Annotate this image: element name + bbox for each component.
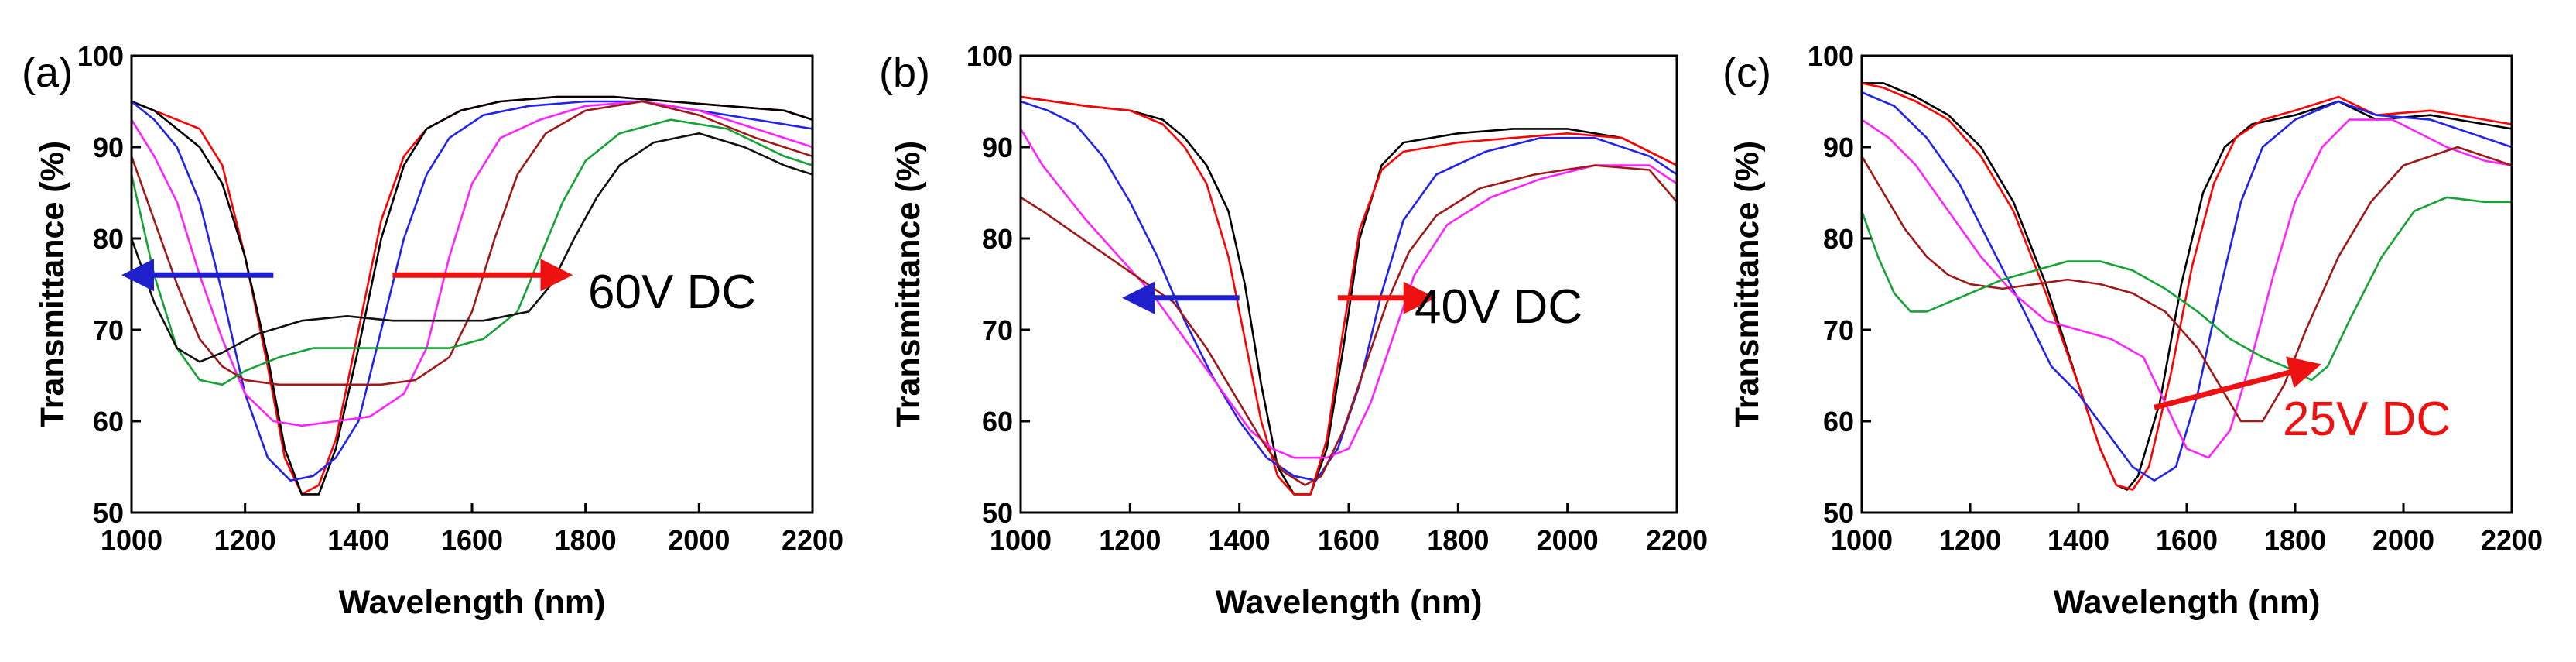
y-tick-label: 90	[982, 132, 1013, 163]
series-line-2	[1019, 95, 1678, 496]
series-line-7	[130, 132, 814, 363]
y-tick-label: 70	[1823, 314, 1854, 346]
y-axis-label: Transmittance (%)	[890, 141, 927, 427]
x-tick-label: 1400	[2047, 524, 2109, 556]
panel-label: (c)	[1722, 50, 1771, 96]
x-tick-label: 2000	[2372, 524, 2434, 556]
y-tick-label: 50	[982, 497, 1013, 529]
series-line-1	[1860, 82, 2513, 491]
y-tick-label: 60	[1823, 406, 1854, 437]
voltage-annotation: 25V DC	[2283, 393, 2451, 446]
voltage-annotation: 60V DC	[588, 266, 756, 319]
series-line-5	[1019, 164, 1678, 486]
panel-label: (b)	[879, 50, 930, 96]
y-tick-label: 70	[982, 314, 1013, 346]
y-axis-label: Transmittance (%)	[34, 141, 71, 427]
series-line-2	[1860, 82, 2513, 491]
series-line-3	[130, 100, 814, 482]
series-line-4	[1019, 128, 1678, 459]
panel-a: (a) Transmittance (%) Wavelength (nm) 10…	[22, 40, 843, 621]
x-tick-label: 2200	[782, 524, 843, 556]
y-tick-label: 100	[77, 40, 124, 72]
series-line-6	[1860, 196, 2513, 382]
x-tick-label: 1000	[101, 524, 162, 556]
x-axis-label: Wavelength (nm)	[2054, 584, 2321, 621]
series-line-5	[1860, 146, 2513, 423]
x-tick-label: 1600	[2156, 524, 2218, 556]
y-tick-label: 60	[93, 406, 124, 437]
y-tick-label: 50	[1823, 497, 1854, 529]
y-tick-label: 90	[1823, 132, 1854, 163]
x-tick-label: 2200	[2481, 524, 2543, 556]
series-line-5	[130, 100, 814, 386]
series-line-4	[1860, 118, 2513, 459]
panel-label: (a)	[22, 50, 73, 96]
ticks-layer: 1000 1200 1400 1600 1800 2000 2200 50 60 70 80 90 10…	[1808, 40, 2543, 556]
x-tick-label: 1800	[1427, 524, 1489, 556]
x-tick-label: 1200	[214, 524, 276, 556]
ticks-layer: 1000 1200 1400 1600 1800 2000 2200 50 60 70 80 90 10…	[966, 40, 1708, 556]
x-tick-label: 1000	[990, 524, 1052, 556]
y-tick-label: 100	[1808, 40, 1854, 72]
series-line-4	[130, 100, 814, 427]
x-tick-label: 1600	[441, 524, 503, 556]
series-layer	[1860, 82, 2513, 491]
y-tick-label: 80	[93, 223, 124, 255]
x-tick-label: 1200	[1099, 524, 1161, 556]
y-axis-label: Transmittance (%)	[1729, 141, 1766, 427]
panel-c: (c) Transmittance (%) Wavelength (nm) 10…	[1722, 40, 2543, 621]
ticks-layer: 1000 1200 1400 1600 1800 2000 2200 50 60 70 80 90 10…	[77, 40, 843, 556]
y-tick-label: 80	[1823, 223, 1854, 255]
y-tick-label: 70	[93, 314, 124, 346]
x-axis-label: Wavelength (nm)	[339, 584, 606, 621]
voltage-annotation: 40V DC	[1415, 280, 1582, 334]
x-tick-label: 1400	[1209, 524, 1271, 556]
arrow-layer	[2154, 356, 2321, 410]
panel-b: (b) Transmittance (%) Wavelength (nm) 10…	[879, 40, 1708, 621]
x-tick-label: 1600	[1318, 524, 1380, 556]
series-layer	[1019, 95, 1678, 496]
x-tick-label: 2200	[1646, 524, 1708, 556]
x-tick-label: 1200	[1939, 524, 2001, 556]
y-tick-label: 50	[93, 497, 124, 529]
x-tick-label: 1400	[327, 524, 389, 556]
x-tick-label: 1800	[2264, 524, 2326, 556]
y-tick-label: 90	[93, 132, 124, 163]
x-tick-label: 2000	[1537, 524, 1599, 556]
shift-arrow	[2154, 356, 2321, 410]
series-line-3	[1860, 91, 2513, 482]
series-layer	[130, 95, 814, 496]
series-line-3	[1019, 100, 1678, 482]
y-tick-label: 60	[982, 406, 1013, 437]
y-tick-label: 80	[982, 223, 1013, 255]
x-tick-label: 1000	[1831, 524, 1893, 556]
y-tick-label: 100	[966, 40, 1013, 72]
x-axis-label: Wavelength (nm)	[1216, 584, 1483, 621]
series-line-6	[130, 118, 814, 386]
x-tick-label: 1800	[555, 524, 617, 556]
x-tick-label: 2000	[668, 524, 730, 556]
